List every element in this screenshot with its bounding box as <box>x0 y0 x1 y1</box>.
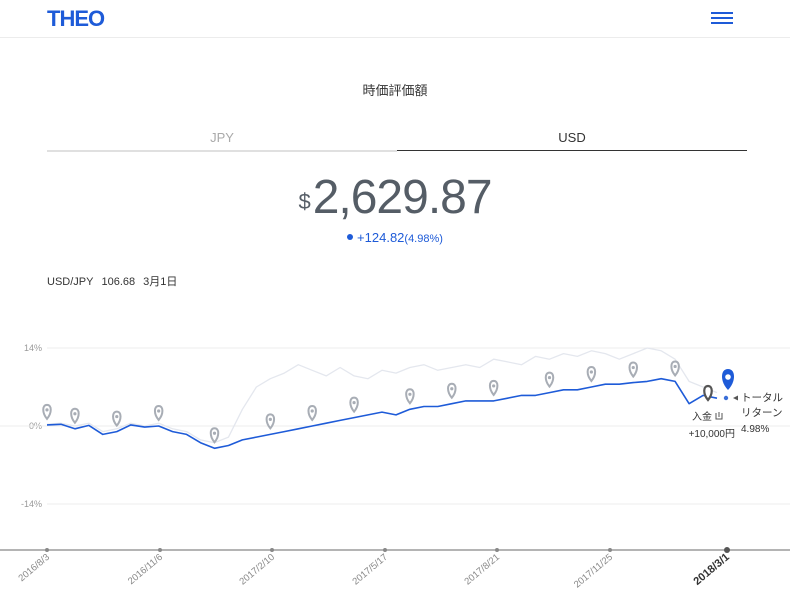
marker-dot <box>450 387 454 391</box>
change-percent: (4.98%) <box>404 233 443 245</box>
theo-logo[interactable]: THEO <box>47 6 105 31</box>
app-header: THEO <box>0 0 790 38</box>
change-dot-icon <box>347 234 354 240</box>
valuation-amount: $2,629.87 <box>0 170 790 225</box>
currency-symbol: $ <box>298 189 311 214</box>
benchmark-series-line <box>46 347 718 444</box>
hamburger-menu-icon[interactable] <box>711 11 733 25</box>
deposit-event-amount: +10,000円 <box>689 429 735 440</box>
menu-line <box>711 12 733 14</box>
x-tick-dot <box>495 548 499 552</box>
performance-chart[interactable]: 14%0%-14%入金+10,000円トータルリターン4.98%2016/8/3… <box>0 320 790 614</box>
marker-dot <box>547 375 552 380</box>
marker-dot <box>492 384 496 388</box>
marker-dot <box>310 409 314 413</box>
x-tick-label: 2017/2/10 <box>237 552 276 588</box>
x-tick-dot <box>45 548 49 552</box>
y-tick-label: 14% <box>24 343 42 353</box>
deposit-marker-icon[interactable] <box>447 382 457 400</box>
deposit-event-label: 入金 <box>692 410 712 423</box>
marker-dot <box>157 409 161 413</box>
rate-pair: USD/JPY <box>47 276 94 288</box>
x-tick-label: 2016/8/3 <box>17 552 52 584</box>
deposit-marker-icon[interactable] <box>42 403 52 421</box>
deposit-marker-icon[interactable] <box>586 366 597 383</box>
deposit-marker-icon[interactable] <box>265 413 276 430</box>
marker-dot <box>673 364 677 369</box>
valuation-change: +124.82(4.98%) <box>0 230 790 245</box>
x-tick-dot <box>158 548 162 552</box>
total-return-value: 4.98% <box>741 424 769 435</box>
deposit-marker-icon[interactable] <box>153 404 164 422</box>
tab-usd[interactable]: USD <box>397 130 747 151</box>
x-tick-dot <box>383 548 387 552</box>
deposit-marker-icon[interactable] <box>112 410 122 428</box>
x-tick-dot <box>608 548 612 552</box>
marker-dot <box>589 370 593 374</box>
deposit-icon <box>715 412 723 420</box>
total-return-label: リターン <box>741 407 782 419</box>
deposit-marker-icon[interactable] <box>209 427 220 444</box>
deposit-marker-icon[interactable] <box>70 407 80 425</box>
page-title: 時価評価額 <box>362 83 428 98</box>
marker-dot <box>212 431 217 435</box>
deposit-marker-icon[interactable] <box>488 379 499 397</box>
rate-date: 3月1日 <box>143 276 178 288</box>
deposit-marker-icon[interactable] <box>670 360 680 378</box>
deposit-marker-icon[interactable] <box>628 361 638 379</box>
deposit-marker-icon[interactable] <box>349 396 359 414</box>
x-tick-dot <box>724 547 730 553</box>
marker-dot <box>631 365 635 370</box>
deposit-marker-icon[interactable] <box>544 371 555 389</box>
pin-center <box>725 374 731 380</box>
change-value: +124.82 <box>357 230 405 245</box>
x-tick-label: 2018/3/1 <box>691 551 732 588</box>
x-tick-label: 2017/11/25 <box>572 552 615 591</box>
current-value-dot <box>723 395 729 401</box>
marker-dot <box>352 401 356 405</box>
exchange-rate: USD/JPY 106.68 3月1日 <box>47 273 185 289</box>
x-tick-label: 2017/8/21 <box>462 552 501 588</box>
portfolio-series-line <box>46 377 718 450</box>
deposit-marker-icon[interactable] <box>307 404 317 422</box>
amount-value: 2,629.87 <box>312 171 493 224</box>
marker-dot <box>115 414 119 419</box>
tab-jpy[interactable]: JPY <box>47 130 397 152</box>
marker-dot <box>268 417 272 421</box>
menu-line <box>711 17 733 19</box>
x-tick-label: 2017/5/17 <box>350 552 389 588</box>
rate-value: 106.68 <box>101 276 136 288</box>
latest-deposit-marker-icon[interactable] <box>703 384 713 402</box>
marker-dot <box>45 408 49 412</box>
menu-line <box>711 22 733 24</box>
x-tick-dot <box>270 548 274 552</box>
y-tick-label: -14% <box>21 499 42 509</box>
pointer-arrow-icon <box>733 395 738 401</box>
total-return-label: トータル <box>741 392 783 404</box>
marker-dot <box>73 412 77 416</box>
x-tick-label: 2016/11/6 <box>126 552 165 587</box>
marker-dot <box>408 392 412 396</box>
deposit-marker-icon[interactable] <box>405 388 415 405</box>
